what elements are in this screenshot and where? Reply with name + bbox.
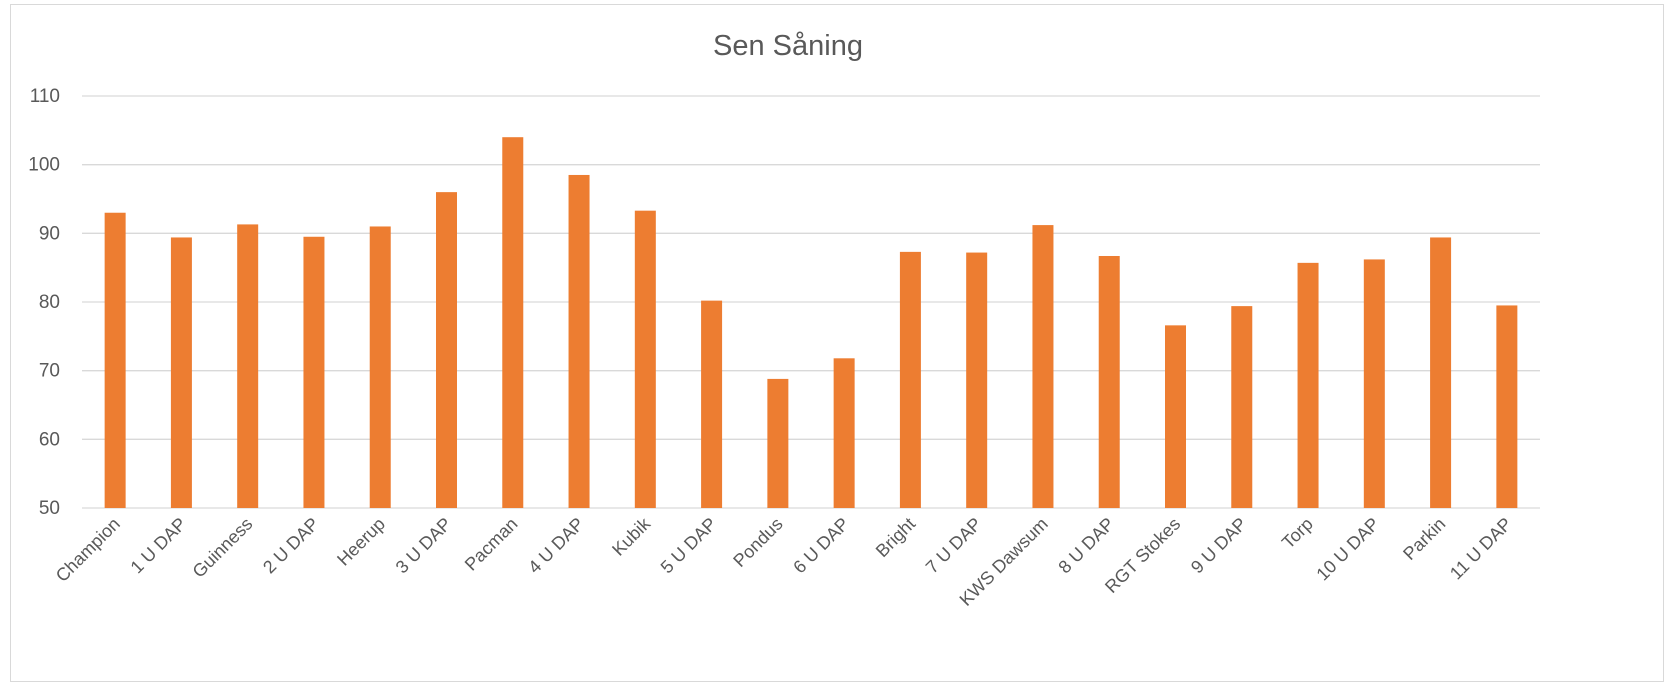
bar: [1363, 259, 1385, 508]
chart-area: [10, 4, 1664, 682]
x-tick-label: Kubik: [608, 513, 655, 560]
x-tick-label: Bright: [872, 514, 919, 561]
x-tick-label: 10 U DAP: [1312, 514, 1383, 585]
bar: [1098, 255, 1120, 508]
bar: [1165, 325, 1186, 508]
y-axis-ticks: 50 60 70 80 90 100 110: [28, 86, 60, 519]
y-tick-label: 90: [39, 223, 60, 244]
y-tick-label: 80: [39, 292, 60, 313]
bar: [1430, 237, 1452, 508]
x-tick-label: 7 U DAP: [922, 514, 986, 578]
bar: [701, 300, 723, 508]
bar: [899, 251, 921, 508]
bar: [568, 174, 590, 508]
x-tick-label: Pondus: [729, 514, 786, 571]
x-tick-label: Torp: [1278, 514, 1317, 553]
bar: [767, 378, 789, 508]
bar: [966, 252, 988, 508]
x-tick-label: 5 U DAP: [657, 514, 721, 578]
x-tick-label: Guinness: [189, 514, 257, 582]
y-tick-label: 70: [39, 361, 60, 382]
bar: [303, 236, 325, 508]
x-tick-label: Parkin: [1399, 514, 1449, 564]
chart-title: Sen Såning: [713, 30, 863, 62]
bar: [104, 212, 126, 508]
bar: [634, 210, 656, 508]
x-tick-label: Pacman: [461, 514, 522, 575]
bar: [502, 137, 524, 508]
gridlines: [82, 95, 1540, 509]
x-tick-label: Champion: [52, 514, 124, 586]
x-tick-label: 4 U DAP: [524, 514, 588, 578]
y-tick-label: 60: [39, 429, 60, 450]
x-tick-label: 3 U DAP: [392, 514, 456, 578]
y-tick-label: 50: [39, 498, 60, 519]
bar: [1496, 305, 1518, 508]
y-tick-label: 110: [30, 86, 60, 107]
x-tick-label: 1 U DAP: [127, 514, 191, 578]
y-tick-label: 100: [28, 155, 60, 176]
bar: [369, 226, 391, 508]
bar: [436, 192, 457, 508]
bars: [104, 137, 1518, 509]
x-tick-label: 9 U DAP: [1187, 514, 1251, 578]
bar: [1231, 306, 1253, 508]
bar: [237, 224, 259, 508]
x-tick-label: 8 U DAP: [1054, 514, 1118, 578]
bar: [1032, 225, 1054, 509]
bar: [170, 237, 192, 508]
x-tick-label: 6 U DAP: [789, 514, 853, 578]
bar: [1297, 262, 1319, 508]
bar: [833, 358, 855, 508]
x-tick-label: 2 U DAP: [259, 514, 323, 578]
x-tick-label: 11 U DAP: [1446, 514, 1516, 584]
x-tick-label: Heerup: [333, 514, 389, 570]
